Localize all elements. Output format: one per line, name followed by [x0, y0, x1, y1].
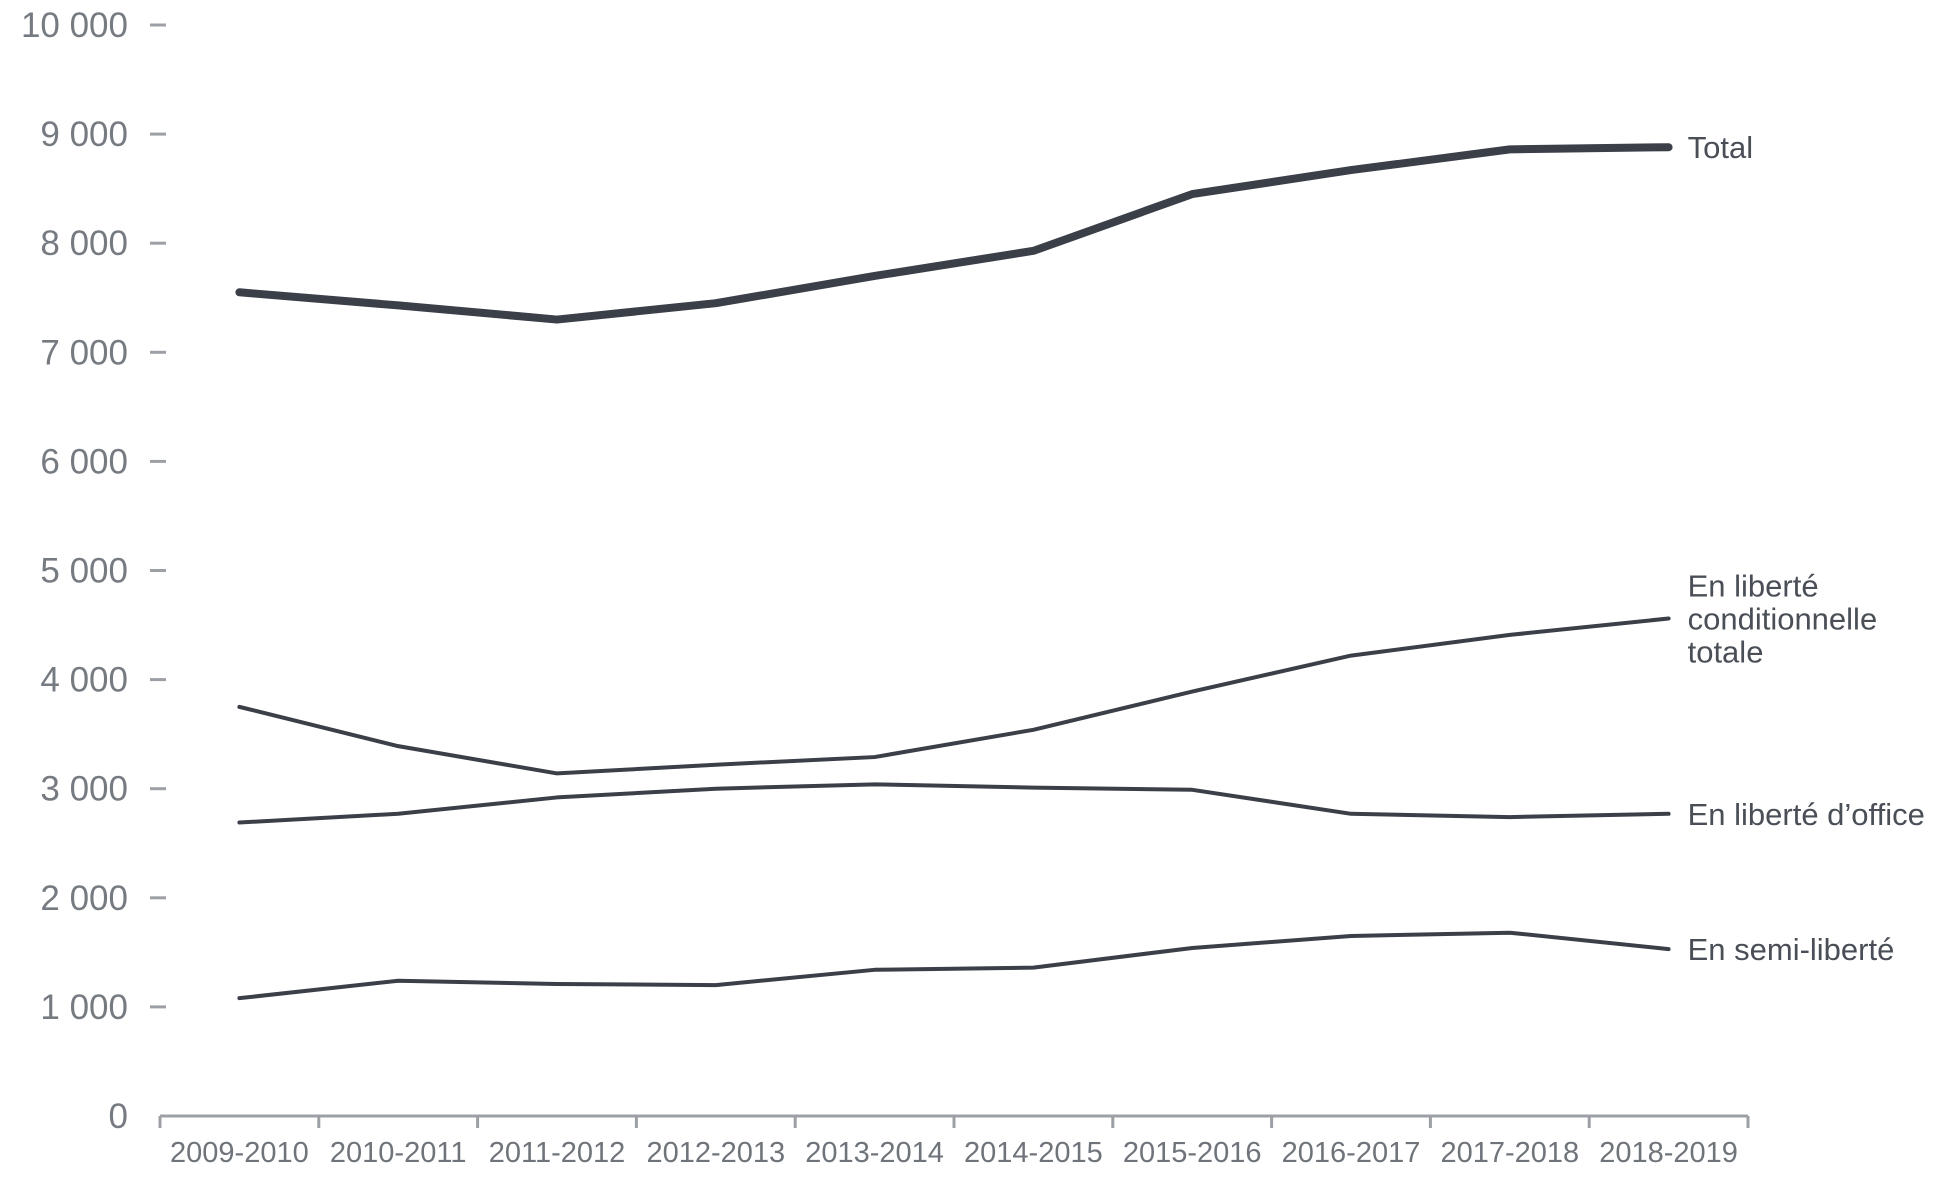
- y-tick-label: 5 000: [40, 552, 128, 591]
- y-tick-label: 3 000: [40, 770, 128, 809]
- x-tick-label: 2016-2017: [1282, 1137, 1421, 1169]
- y-axis: 0 1 000 2 000 3 000 4 000 5 000 6 000 7 000 8 00…: [21, 6, 166, 1136]
- y-tick-label: 10 000: [21, 6, 128, 45]
- x-tick-label: 2014-2015: [964, 1137, 1103, 1169]
- x-tick-label: 2017-2018: [1440, 1137, 1579, 1169]
- y-tick-label: 0: [109, 1097, 128, 1136]
- y-tick-label: 1 000: [40, 988, 128, 1027]
- series-line-office: [237, 782, 1671, 825]
- x-tick-label: 2012-2013: [646, 1137, 785, 1169]
- x-tick-label: 2013-2014: [805, 1137, 944, 1169]
- series-label-line: Total: [1688, 130, 1753, 165]
- series-line-total: [235, 143, 1673, 324]
- y-tick-label: 4 000: [40, 661, 128, 700]
- y-tick-label: 7 000: [40, 333, 128, 372]
- series-label-conditionnelle: En liberté conditionnelle totale: [1688, 569, 1878, 670]
- x-tick-label: 2010-2011: [330, 1137, 467, 1169]
- series-label-semi: En semi-liberté: [1688, 932, 1895, 967]
- y-tick-label: 2 000: [40, 879, 128, 918]
- series-label-line: conditionnelle: [1688, 602, 1878, 637]
- series-lines: [235, 143, 1673, 1001]
- series-label-office: En liberté d’office: [1688, 797, 1925, 832]
- series-label-line: En liberté: [1688, 569, 1819, 604]
- series-line-semi: [237, 930, 1671, 1001]
- series-line-conditionnelle: [237, 616, 1671, 776]
- x-tick-label: 2018-2019: [1599, 1137, 1738, 1169]
- y-tick-label: 6 000: [40, 442, 128, 481]
- y-tick-label: 8 000: [40, 224, 128, 263]
- series-label-total: Total: [1688, 130, 1753, 165]
- series-label-line: En semi-liberté: [1688, 932, 1895, 967]
- x-tick-label: 2011-2012: [489, 1137, 626, 1169]
- series-label-line: En liberté d’office: [1688, 797, 1925, 832]
- x-tick-label: 2015-2016: [1123, 1137, 1262, 1169]
- y-tick-label: 9 000: [40, 115, 128, 154]
- x-tick-label: 2009-2010: [170, 1137, 309, 1169]
- x-axis: 2009-2010 2010-2011 2011-2012 2012-2013 2013…: [158, 1114, 1750, 1169]
- series-label-line: totale: [1688, 635, 1764, 670]
